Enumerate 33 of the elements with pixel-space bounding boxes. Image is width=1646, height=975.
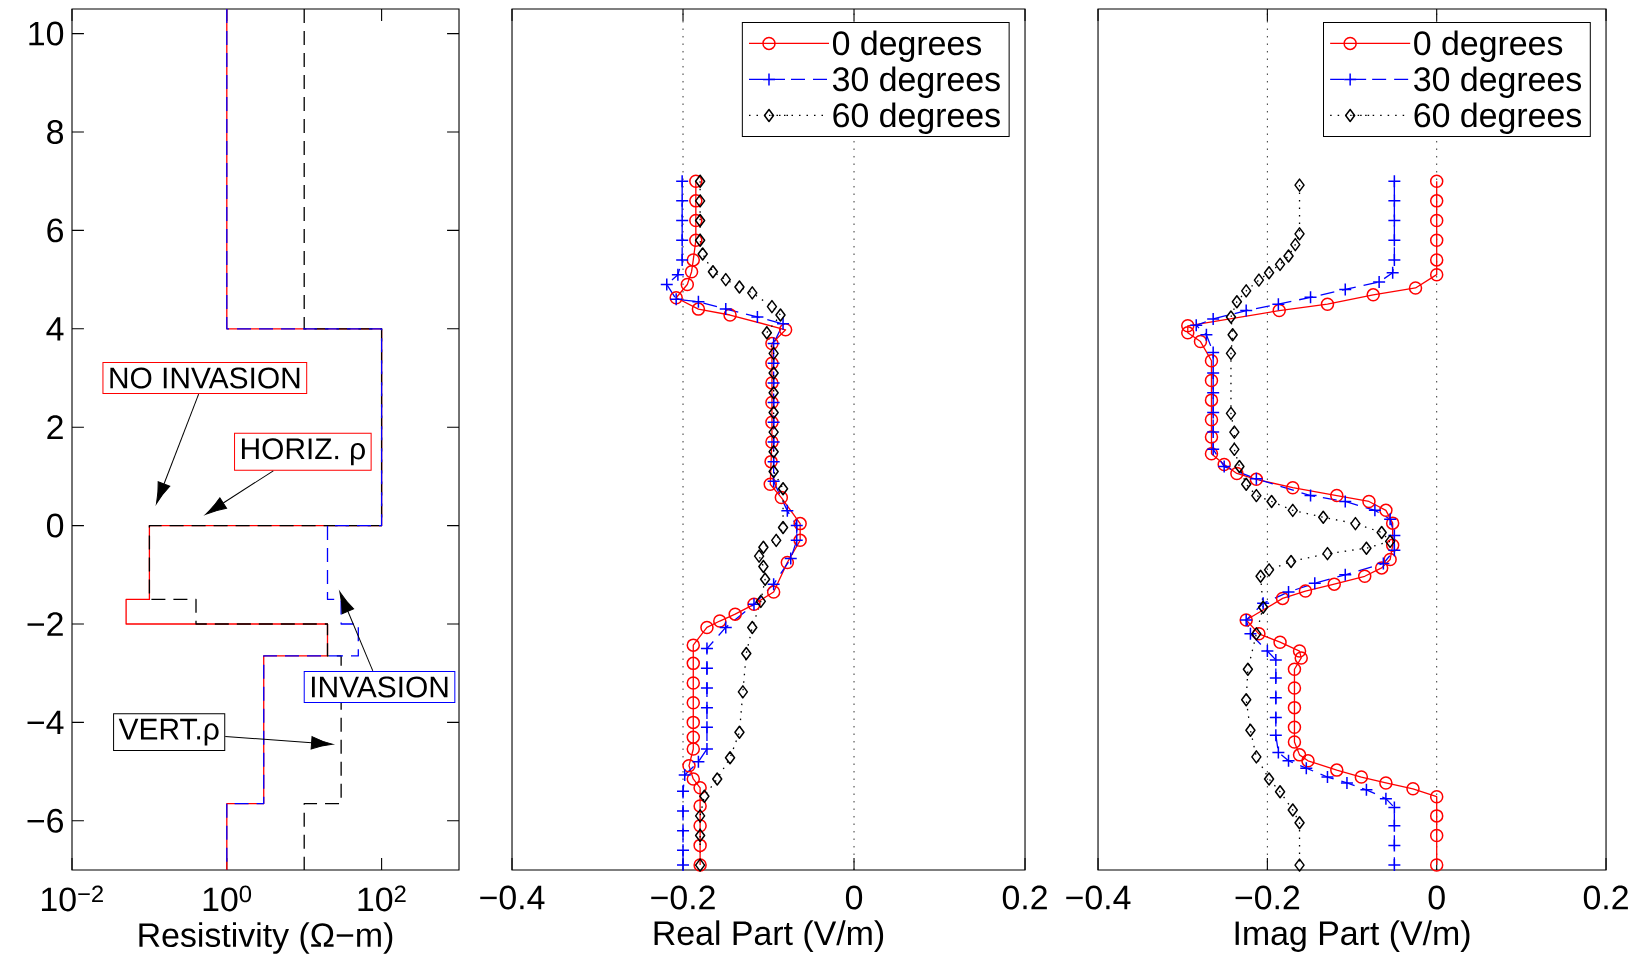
legend-label: 0 degrees — [1414, 30, 1563, 62]
annotation: HORIZ. ρ — [241, 438, 365, 466]
x-axis-title: Resistivity (Ω−m) — [139, 922, 393, 954]
legend-label: 30 degrees — [832, 66, 1000, 98]
y-tick-label: −2 — [27, 612, 63, 636]
annotation: NO INVASION — [110, 367, 300, 389]
y-tick-label: 2 — [47, 415, 63, 440]
x-tick-label: −0.4 — [1066, 885, 1131, 910]
y-tick-label: −4 — [27, 710, 64, 735]
legend-label: 0 degrees — [832, 30, 982, 62]
x-axis-title: Real Part (V/m) — [654, 920, 884, 952]
legend-label: 60 degrees — [833, 102, 1000, 135]
x-tick-label: 0 — [845, 885, 863, 910]
x-tick-label: −0.2 — [651, 885, 715, 910]
legend-label: 60 degrees — [1414, 102, 1582, 135]
x-tick-label: 10$^{−2}$ — [41, 885, 103, 912]
legend-label: 30 degrees — [1414, 66, 1582, 98]
x-tick-label: 0.2 — [1583, 885, 1628, 910]
x-axis-title: Imag Part (V/m) — [1235, 920, 1470, 952]
annotation: INVASION — [311, 676, 448, 698]
annotation: VERT.ρ — [118, 718, 219, 746]
x-tick-label: 0.2 — [1002, 885, 1047, 910]
y-tick-label: −6 — [27, 808, 63, 833]
x-tick-label: 10$^{0}$ — [203, 885, 252, 912]
y-tick-label: 8 — [47, 119, 64, 144]
x-tick-label: 10$^{2}$ — [358, 885, 406, 912]
x-tick-label: 0 — [1428, 885, 1445, 910]
y-tick-label: 10 — [29, 21, 64, 46]
x-tick-label: −0.2 — [1235, 885, 1300, 910]
y-tick-label: 0 — [46, 513, 64, 538]
y-tick-label: 6 — [47, 218, 63, 243]
y-tick-label: 4 — [46, 317, 64, 341]
x-tick-label: −0.4 — [480, 885, 545, 910]
